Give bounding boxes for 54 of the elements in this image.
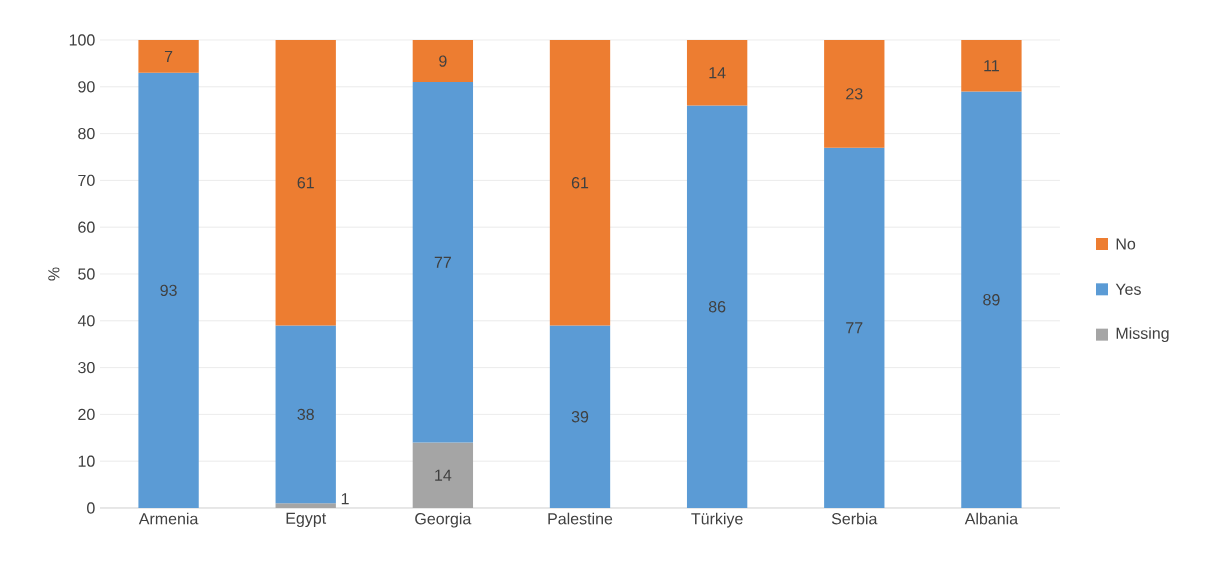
data-label: 11 (984, 60, 999, 72)
legend-label: Yes (1115, 283, 1141, 295)
y-tick-label: 50 (78, 268, 95, 280)
x-tick-label: Albania (964, 512, 1019, 525)
x-tick-label: Palestine (548, 512, 613, 525)
bar (275, 39, 336, 326)
y-axis-title: % (48, 267, 60, 281)
y-tick-label: 100 (69, 34, 95, 46)
data-label: 14 (709, 67, 726, 79)
data-label: 89 (983, 294, 1000, 306)
data-label: 9 (439, 55, 447, 67)
bar (824, 39, 885, 148)
bar (275, 325, 336, 504)
y-tick-label: 10 (78, 455, 95, 467)
bar (686, 105, 748, 508)
bar (961, 91, 1022, 508)
x-tick-label: Egypt (286, 512, 327, 528)
data-label: 61 (571, 177, 589, 189)
data-label: 39 (571, 411, 589, 423)
bar (412, 39, 474, 83)
data-label: 38 (297, 408, 314, 421)
data-label: 7 (164, 50, 173, 62)
y-tick-label: 30 (78, 361, 95, 374)
data-label: 23 (846, 88, 863, 100)
x-tick-label: Türkiye (691, 512, 743, 528)
data-label: 77 (434, 256, 451, 268)
data-label: 14 (435, 469, 452, 481)
y-tick-label: 60 (78, 221, 95, 233)
x-tick-label: Armenia (138, 512, 199, 525)
data-label: 1 (341, 493, 349, 505)
y-tick-label: 70 (78, 174, 95, 187)
y-tick-label: 20 (78, 408, 95, 421)
bar (412, 442, 474, 508)
y-tick-label: 0 (87, 502, 95, 514)
y-tick-label: 40 (77, 315, 95, 327)
data-label: 93 (160, 284, 177, 297)
bar (549, 39, 611, 326)
bar (275, 503, 336, 508)
bar (412, 82, 474, 443)
legend-label: Missing (1116, 327, 1169, 343)
data-label: 77 (846, 322, 863, 334)
bar (686, 39, 748, 106)
data-label: 61 (297, 177, 314, 189)
bar (824, 147, 885, 508)
bar (961, 39, 1022, 92)
legend-label: No (1116, 238, 1136, 250)
bar (138, 72, 199, 508)
x-tick-label: Georgia (415, 512, 472, 528)
y-tick-label: 90 (78, 81, 95, 93)
bar (138, 39, 199, 73)
bar (549, 325, 611, 508)
data-label: 86 (708, 301, 726, 313)
x-tick-label: Serbia (831, 512, 878, 525)
y-tick-label: 80 (78, 127, 95, 140)
